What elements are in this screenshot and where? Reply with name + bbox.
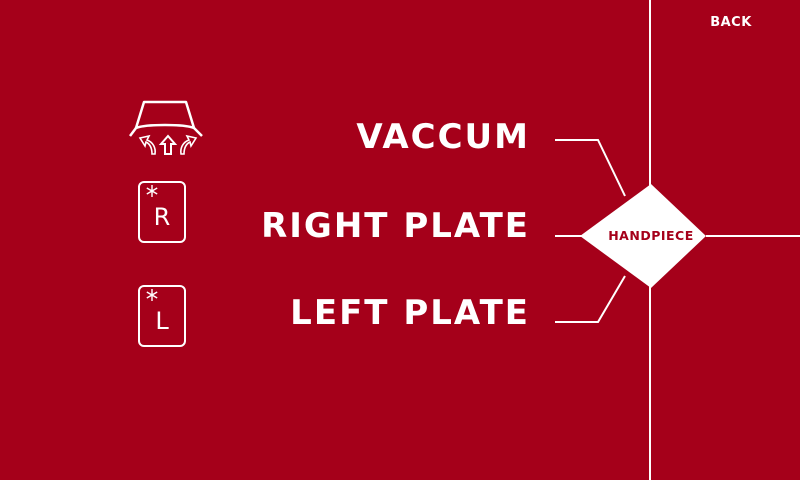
left-plate-option[interactable]: LEFT PLATE [290, 293, 530, 333]
left-plate-connector [555, 275, 626, 323]
snowflake-icon [146, 289, 158, 301]
handpiece-diamond[interactable] [580, 184, 706, 288]
vacuum-connector [555, 139, 626, 197]
right-plate-icon: R [138, 181, 186, 243]
left-plate-icon: L [138, 285, 186, 347]
left-plate-letter: L [155, 307, 169, 335]
vacuum-cup-icon [129, 100, 203, 155]
snowflake-icon [146, 185, 158, 197]
right-plate-option[interactable]: RIGHT PLATE [261, 206, 530, 246]
right-plate-letter: R [153, 203, 171, 231]
vacuum-option[interactable]: VACCUM [356, 117, 530, 157]
back-button[interactable]: BACK [710, 15, 752, 30]
